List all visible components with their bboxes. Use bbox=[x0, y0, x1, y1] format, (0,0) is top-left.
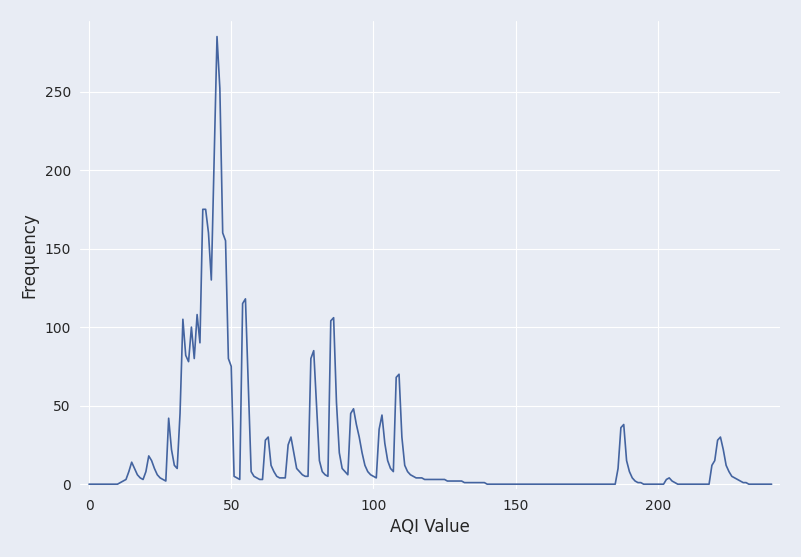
Y-axis label: Frequency: Frequency bbox=[21, 212, 38, 298]
X-axis label: AQI Value: AQI Value bbox=[390, 518, 470, 536]
